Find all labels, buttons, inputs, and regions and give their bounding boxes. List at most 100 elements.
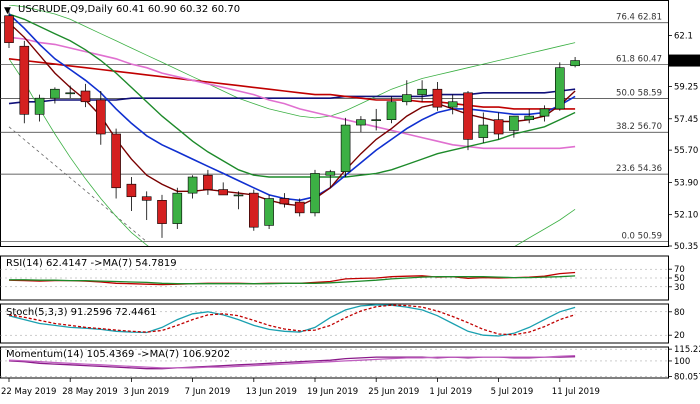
bollinger-upper [8, 5, 576, 119]
fib-label-3: 38.2 56.70 [616, 122, 662, 132]
candle-body-22 [340, 124, 351, 172]
stoch-series-0 [8, 304, 576, 337]
last-price-label: 60.70 [672, 57, 699, 67]
fib-label-1: 61.8 60.47 [616, 55, 662, 65]
x-tick-label-5: 19 Jun 2019 [307, 387, 358, 397]
candle-body-28 [432, 88, 443, 108]
candle-body-10 [157, 200, 167, 224]
candle-body-11 [172, 192, 183, 224]
last-price-badge [669, 54, 700, 67]
rsi-y-tick-label-1: 50 [674, 274, 685, 284]
fib-label-0: 76.4 62.81 [616, 13, 662, 23]
candle-body-30 [463, 92, 473, 140]
main-plot-area [4, 5, 580, 246]
candle-body-33 [509, 115, 519, 131]
momentum-y-tick-label-1: 100 [674, 357, 690, 367]
candle-body-14 [218, 189, 228, 196]
stoch-header: Stoch(5,3,3) 91.2596 72.4461 [6, 307, 157, 318]
candle-body-27 [417, 88, 427, 95]
candle-body-25 [386, 101, 397, 120]
y-tick-label-5: 52.10 [674, 211, 698, 221]
stoch-frame [0, 303, 669, 344]
candle-body-29 [447, 101, 458, 108]
ma-pink-line [8, 36, 576, 150]
y-tick-label-4: 53.90 [674, 178, 698, 188]
stoch-series-1 [8, 304, 576, 336]
y-tick-label-1: 59.25 [674, 83, 698, 93]
candle-body-24 [371, 119, 382, 121]
ma-green-line [8, 13, 576, 178]
x-tick-label-8: 5 Jul 2019 [491, 387, 534, 397]
x-tick-label-7: 1 Jul 2019 [429, 387, 472, 397]
candle-body-37 [570, 60, 580, 67]
x-tick-label-3: 7 Jun 2019 [185, 387, 231, 397]
stoch-y-tick-label-0: 80 [674, 308, 685, 318]
momentum-pane: 115.2206 100 80.0576 [0, 345, 700, 382]
candle-body-8 [126, 183, 137, 198]
momentum-header: Momentum(14) 105.4369 ->MA(7) 106.9202 [6, 349, 230, 360]
candle-body-1 [19, 45, 30, 115]
rsi-y-tick-label-0: 70 [674, 265, 685, 275]
rsi-plot-area [8, 271, 576, 286]
collapse-arrow-icon[interactable]: ▼ [4, 6, 11, 16]
y-tick-label-6: 50.35 [674, 242, 698, 252]
momentum-frame [0, 346, 669, 379]
candle-body-31 [478, 124, 489, 138]
candle-body-32 [493, 119, 504, 135]
candle-body-23 [356, 119, 366, 126]
main-frame [0, 0, 669, 247]
candle-body-19 [294, 201, 305, 214]
momentum-y-tick-label-2: 80.0576 [674, 372, 700, 382]
candle-body-5 [80, 90, 91, 103]
ma-blue-line [8, 13, 576, 202]
candle-body-12 [187, 176, 198, 194]
main-pane: 76.4 62.81 61.8 60.47 50.0 58.59 38.2 56.70… [0, 0, 700, 252]
rsi-y-tick-label-2: 30 [674, 283, 685, 293]
x-axis: 22 May 2019 28 May 2019 3 Jun 2019 7 Jun 20… [1, 378, 600, 397]
momentum-plot-area [8, 354, 576, 370]
candle-body-35 [539, 108, 550, 117]
fib-label-4: 23.6 54.36 [616, 164, 662, 174]
rsi-series-1 [9, 275, 576, 285]
fib-label-5: 0.0 50.59 [621, 232, 662, 242]
x-tick-label-0: 22 May 2019 [1, 387, 56, 397]
ma-red-line [8, 58, 576, 110]
candle-body-21 [325, 171, 336, 176]
y-tick-label-2: 57.45 [674, 115, 698, 125]
candle-body-4 [65, 92, 75, 95]
candle-body-17 [264, 198, 274, 226]
candle-body-3 [50, 88, 60, 99]
candle-body-18 [279, 198, 290, 205]
candle-body-15 [233, 194, 244, 197]
bollinger-lower [8, 58, 576, 246]
stoch-pane: 80 20 [0, 303, 685, 344]
candle-body-2 [34, 97, 45, 115]
y-tick-label-0: 62.1 [674, 31, 693, 41]
y-tick-label-3: 55.70 [674, 146, 698, 156]
candle-body-9 [141, 196, 152, 201]
x-tick-label-2: 3 Jun 2019 [123, 387, 169, 397]
x-tick-label-1: 28 May 2019 [62, 387, 117, 397]
candle-body-20 [310, 173, 320, 214]
candle-body-36 [554, 67, 565, 110]
main-header: USCRUDE,Q9,Daily 60.41 60.90 60.32 60.70 [18, 4, 240, 15]
x-tick-label-9: 11 Jul 2019 [552, 387, 600, 397]
stoch-y-tick-label-1: 20 [674, 331, 685, 341]
candle-body-7 [111, 133, 121, 189]
momentum-series-1 [8, 354, 576, 369]
candle-body-13 [203, 174, 213, 190]
fib-label-2: 50.0 58.59 [616, 88, 662, 98]
rsi-header: RSI(14) 62.4147 ->MA(7) 54.7819 [6, 258, 177, 269]
momentum-y-tick-label-0: 115.2206 [674, 345, 700, 355]
candle-body-34 [524, 115, 535, 120]
x-tick-label-6: 25 Jun 2019 [368, 387, 419, 397]
x-tick-label-4: 13 Jun 2019 [246, 387, 297, 397]
candle-body-0 [4, 15, 14, 43]
candle-body-26 [401, 94, 412, 103]
candle-body-6 [96, 99, 106, 135]
stoch-plot-area [8, 304, 576, 337]
